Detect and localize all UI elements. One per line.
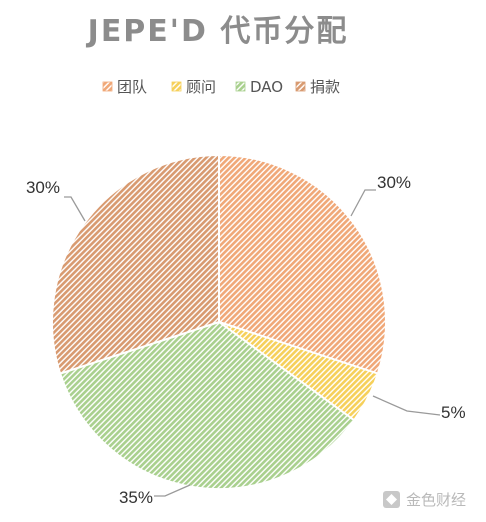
legend-label-advisor: 顾问 <box>186 78 216 96</box>
leader-line-donation <box>64 196 86 222</box>
leader-line-advisor <box>372 395 441 416</box>
legend-swatch-donation <box>295 81 306 92</box>
legend-item-advisor: 顾问 <box>171 78 216 96</box>
diamond-logo-icon <box>383 491 400 508</box>
watermark: 金色财经 <box>383 491 466 509</box>
chart-title: JEPE'D 代币分配 <box>86 14 349 49</box>
data-label-team: 30% <box>377 173 411 192</box>
pie-slice-team <box>218 153 388 375</box>
legend-swatch-dao <box>235 81 246 92</box>
legend-label-team: 团队 <box>117 78 147 96</box>
data-labels: 30% 5% 35% 30% <box>26 173 466 507</box>
data-label-advisor: 5% <box>441 403 466 422</box>
pie-slice-dao <box>58 320 356 491</box>
legend-item-team: 团队 <box>102 78 147 96</box>
legend-label-donation: 捐款 <box>310 78 340 96</box>
pie-slices <box>50 153 388 491</box>
pie-slice-donation <box>50 153 220 375</box>
legend-swatch-team <box>102 81 113 92</box>
legend-item-donation: 捐款 <box>295 78 340 96</box>
data-label-dao: 35% <box>119 488 153 507</box>
legend-swatch-advisor <box>171 81 182 92</box>
legend: 团队 顾问 DAO 捐款 <box>102 78 340 96</box>
leader-line-dao <box>154 484 191 497</box>
watermark-text: 金色财经 <box>406 491 466 509</box>
data-label-donation: 30% <box>26 178 60 197</box>
legend-item-dao: DAO <box>235 78 283 96</box>
leader-line-team <box>350 189 376 217</box>
legend-label-dao: DAO <box>250 78 283 96</box>
